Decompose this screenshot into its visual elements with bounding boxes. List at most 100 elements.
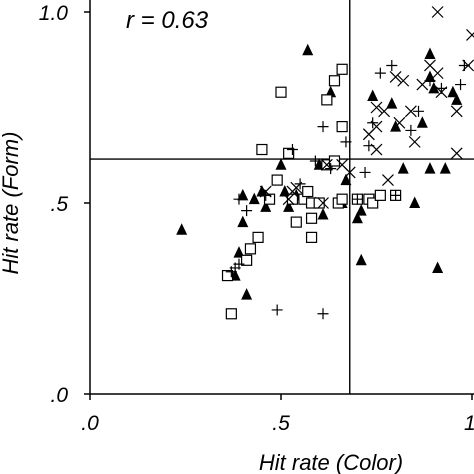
cross-point — [462, 59, 474, 72]
plus-point — [413, 105, 425, 117]
square-point — [336, 120, 348, 133]
triangle-point — [451, 93, 463, 105]
plus-point — [340, 136, 352, 148]
cross-point — [404, 105, 417, 118]
cross-point — [450, 147, 463, 160]
square-point — [313, 197, 325, 209]
square-point — [328, 75, 341, 87]
cross-point — [389, 71, 402, 83]
square-point — [271, 174, 283, 186]
y-tick-label: .0 — [50, 384, 68, 407]
square-point — [336, 193, 348, 205]
triangle-point — [340, 173, 352, 186]
plus-point — [386, 59, 398, 71]
cross-point — [320, 158, 333, 171]
cross-point — [370, 101, 383, 114]
x-tick-label: .5 — [272, 412, 290, 435]
triangle-point — [248, 192, 260, 205]
chart-labels: Hit rate (Color) Hit rate (Form) r = 0.63 — [0, 7, 403, 474]
y-axis-label: Hit rate (Form) — [0, 132, 23, 275]
square-point — [305, 212, 318, 224]
triangle-point — [355, 253, 367, 266]
triangle-point — [447, 85, 459, 98]
triangle-point — [439, 162, 451, 174]
square-point — [286, 193, 299, 205]
triangle-point — [302, 43, 314, 56]
cross-point — [435, 86, 448, 99]
plus-point — [390, 189, 402, 201]
plus-point — [233, 193, 245, 205]
cross-point — [466, 28, 474, 41]
cross-point — [290, 181, 303, 194]
square-point — [263, 193, 276, 205]
square-point — [225, 308, 237, 320]
square-point — [221, 269, 234, 282]
cross-point — [416, 78, 429, 91]
triangle-point — [283, 200, 295, 212]
cross-point — [431, 67, 444, 80]
square-point — [328, 155, 341, 167]
plus-point — [317, 121, 329, 133]
square-point — [302, 185, 314, 198]
x-tick-label: .0 — [81, 412, 99, 435]
square-point — [252, 231, 264, 243]
cross-point — [382, 174, 394, 187]
cross-point — [393, 116, 406, 129]
cross-point — [317, 197, 329, 209]
triangle-point — [237, 188, 249, 201]
square-point — [241, 254, 253, 266]
cross-point — [431, 6, 444, 18]
square-point — [290, 216, 302, 228]
square-point — [305, 231, 318, 243]
cross-point — [370, 120, 383, 133]
triangle-point — [351, 211, 363, 224]
square-point — [244, 243, 257, 255]
plus-point — [233, 258, 245, 270]
triangle-point — [176, 223, 188, 235]
square-point — [283, 147, 295, 159]
correlation-annotation: r = 0.63 — [126, 7, 209, 34]
y-tick-label: 1.0 — [39, 2, 69, 25]
plus-point — [351, 193, 363, 205]
plus-point — [455, 79, 467, 91]
cross-point — [343, 166, 356, 179]
cross-point — [282, 193, 295, 206]
plus-point — [286, 144, 298, 156]
square-point — [374, 189, 386, 201]
x-axis-label: Hit rate (Color) — [259, 450, 403, 474]
axes: .0.51.0.51.0 — [39, 0, 474, 435]
triangle-point — [409, 196, 421, 208]
plus-point — [271, 304, 283, 316]
square-point — [275, 86, 287, 98]
triangle-point — [317, 207, 329, 220]
x-tick-label: 1 — [464, 412, 474, 435]
triangle-point — [424, 162, 436, 174]
data-points — [176, 6, 474, 320]
plus-point — [241, 205, 253, 217]
triangle-point — [241, 288, 253, 300]
plus-point — [317, 308, 329, 320]
plus-point — [309, 155, 321, 167]
cross-point — [259, 185, 272, 198]
triangle-point — [397, 162, 409, 174]
triangle-point — [355, 204, 367, 216]
y-tick-label: .5 — [50, 193, 68, 216]
triangle-point — [367, 89, 379, 102]
cross-point — [378, 105, 391, 118]
cross-point — [397, 74, 410, 87]
triangle-point — [260, 200, 272, 212]
plus-point — [359, 166, 371, 178]
cross-point — [408, 135, 421, 148]
cross-point — [450, 105, 463, 118]
plus-point — [374, 67, 386, 79]
triangle-point — [424, 47, 436, 60]
triangle-point — [428, 81, 440, 94]
square-point — [336, 63, 348, 75]
square-point — [367, 197, 379, 209]
triangle-point — [416, 116, 428, 128]
triangle-point — [237, 215, 249, 228]
square-point — [256, 143, 268, 156]
triangle-point — [275, 158, 287, 170]
triangle-point — [432, 261, 444, 273]
